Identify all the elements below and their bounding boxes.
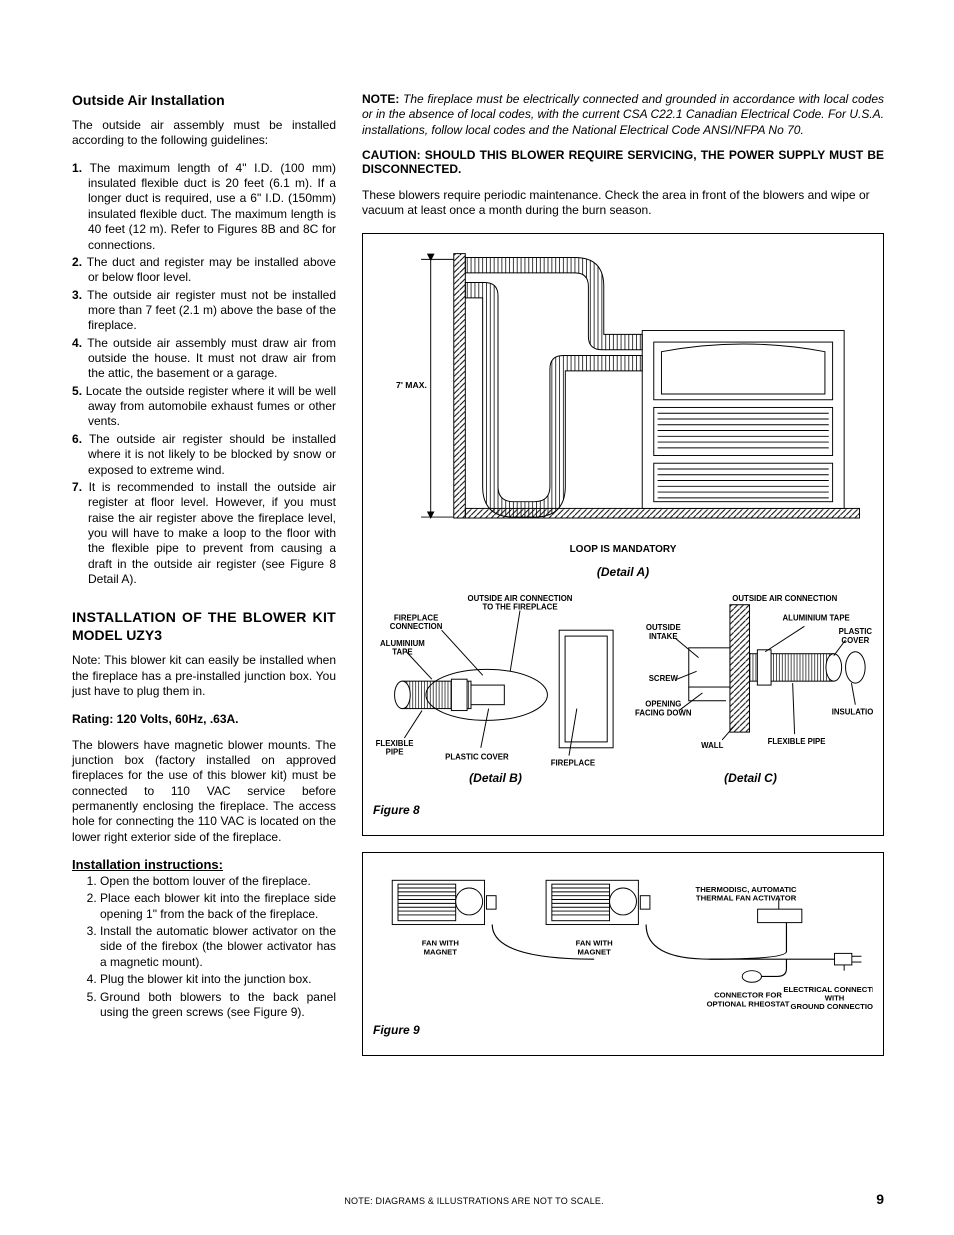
list-item: The outside air register must not be ins… [72,288,336,334]
install-heading: Installation instructions: [72,857,336,872]
list-item: It is recommended to install the outside… [72,480,336,588]
list-item: Plug the blower kit into the junction bo… [100,972,336,987]
svg-text:SCREW: SCREW [649,674,679,683]
rating-line: Rating: 120 Volts, 60Hz, .63A. [72,712,336,726]
caption-figure-8: Figure 8 [373,803,873,817]
blower-body: The blowers have magnetic blower mounts.… [72,738,336,846]
svg-text:MAGNET: MAGNET [577,948,611,957]
svg-text:FAN WITH: FAN WITH [576,939,614,948]
svg-text:THERMAL FAN ACTIVATOR: THERMAL FAN ACTIVATOR [696,894,797,903]
left-column: Outside Air Installation The outside air… [72,92,336,1056]
detail-b-c-row: OUTSIDE AIR CONNECTION TO THE FIREPLACE … [373,591,873,797]
list-item: Open the bottom louver of the fireplace. [100,874,336,889]
note-label: NOTE: [362,92,403,106]
svg-text:THERMODISC, AUTOMATIC: THERMODISC, AUTOMATIC [696,885,798,894]
two-column-layout: Outside Air Installation The outside air… [72,92,884,1056]
figure-9: FAN WITH MAGNET FAN WITH MAGNET THERMODI… [362,852,884,1056]
label-oac-b: OUTSIDE AIR CONNECTION [468,594,573,603]
label-pc-b: PLASTIC COVER [445,752,509,761]
figure-8: 7' MAX. LOOP IS MANDATORY (Detail A) [362,233,884,836]
page-footer: NOTE: DIAGRAMS & ILLUSTRATIONS ARE NOT T… [0,1191,954,1207]
list-item: Locate the outside register where it wil… [72,384,336,430]
svg-text:WALL: WALL [701,741,723,750]
label-fp-b: FLEXIBLE [376,739,414,748]
svg-text:FAN WITH: FAN WITH [422,939,460,948]
label-fc2: CONNECTION [390,622,443,631]
label-oac-c: OUTSIDE AIR CONNECTION [732,594,837,603]
page: Outside Air Installation The outside air… [0,0,954,1235]
maintenance-paragraph: These blowers require periodic maintenan… [362,188,884,219]
install-list: Open the bottom louver of the fireplace.… [72,874,336,1020]
svg-text:OPENING: OPENING [645,699,681,708]
figure-8-detail-c: OUTSIDE AIR CONNECTION OUTSIDE INTAKE AL… [628,591,873,797]
caption-figure-9: Figure 9 [373,1023,873,1037]
svg-text:INTAKE: INTAKE [649,632,678,641]
list-item: Place each blower kit into the fireplace… [100,891,336,922]
figure-8-detail-a: 7' MAX. [373,244,873,542]
svg-text:MAGNET: MAGNET [424,948,458,957]
svg-text:COVER: COVER [841,636,869,645]
right-column: NOTE: The fireplace must be electrically… [362,92,884,1056]
list-item: Ground both blowers to the back panel us… [100,990,336,1021]
svg-text:INSULATION: INSULATION [832,707,873,716]
label-fc: FIREPLACE [394,613,438,622]
footer-note: NOTE: DIAGRAMS & ILLUSTRATIONS ARE NOT T… [72,1196,876,1206]
list-item: The outside air assembly must draw air f… [72,336,336,382]
svg-text:GROUND CONNECTION: GROUND CONNECTION [791,1002,873,1011]
note-text: Note: This blower kit can easily be inst… [72,653,336,698]
label-at-b2: TAPE [392,648,412,657]
figure-8-detail-b: OUTSIDE AIR CONNECTION TO THE FIREPLACE … [373,591,618,797]
svg-text:OUTSIDE: OUTSIDE [646,623,681,632]
caption-detail-c: (Detail C) [628,771,873,785]
intro-paragraph: The outside air assembly must be install… [72,118,336,149]
svg-text:FACING DOWN: FACING DOWN [635,708,692,717]
page-number: 9 [876,1191,884,1207]
list-item: The outside air register should be insta… [72,432,336,478]
svg-text:ELECTRICAL CONNECTION: ELECTRICAL CONNECTION [783,985,873,994]
heading-blower-kit-1: INSTALLATION OF THE BLOWER KIT [72,609,336,625]
list-item: The duct and register may be installed a… [72,255,336,286]
svg-text:ALUMINIUM TAPE: ALUMINIUM TAPE [783,613,850,622]
caption-detail-b: (Detail B) [373,771,618,785]
svg-text:OPTIONAL RHEOSTAT: OPTIONAL RHEOSTAT [707,1000,790,1009]
note-body: The fireplace must be electrically conne… [362,92,884,137]
caption-detail-a: (Detail A) [373,565,873,579]
list-item: Install the automatic blower activator o… [100,924,336,970]
label-7max: 7' MAX. [396,380,427,390]
list-item: The maximum length of 4" I.D. (100 mm) i… [72,161,336,253]
figure-9-svg: FAN WITH MAGNET FAN WITH MAGNET THERMODI… [373,863,873,1017]
heading-blower-kit-2: MODEL UZY3 [72,627,336,643]
label-oac-b2: TO THE FIREPLACE [482,602,557,611]
svg-text:PLASTIC: PLASTIC [839,627,873,636]
svg-text:CONNECTOR FOR: CONNECTOR FOR [714,991,782,1000]
label-at-b: ALUMINIUM [380,639,425,648]
heading-outside-air: Outside Air Installation [72,92,336,108]
label-fire-b: FIREPLACE [551,758,595,767]
svg-text:FLEXIBLE PIPE: FLEXIBLE PIPE [768,737,826,746]
note-paragraph: Note: This blower kit can easily be inst… [72,653,336,699]
label-fp-b2: PIPE [386,748,404,757]
electrical-note: NOTE: The fireplace must be electrically… [362,92,884,138]
caution-line: CAUTION: SHOULD THIS BLOWER REQUIRE SERV… [362,148,884,176]
svg-text:WITH: WITH [825,994,845,1003]
label-loop: LOOP IS MANDATORY [373,544,873,555]
guidelines-list: The maximum length of 4" I.D. (100 mm) i… [72,161,336,588]
